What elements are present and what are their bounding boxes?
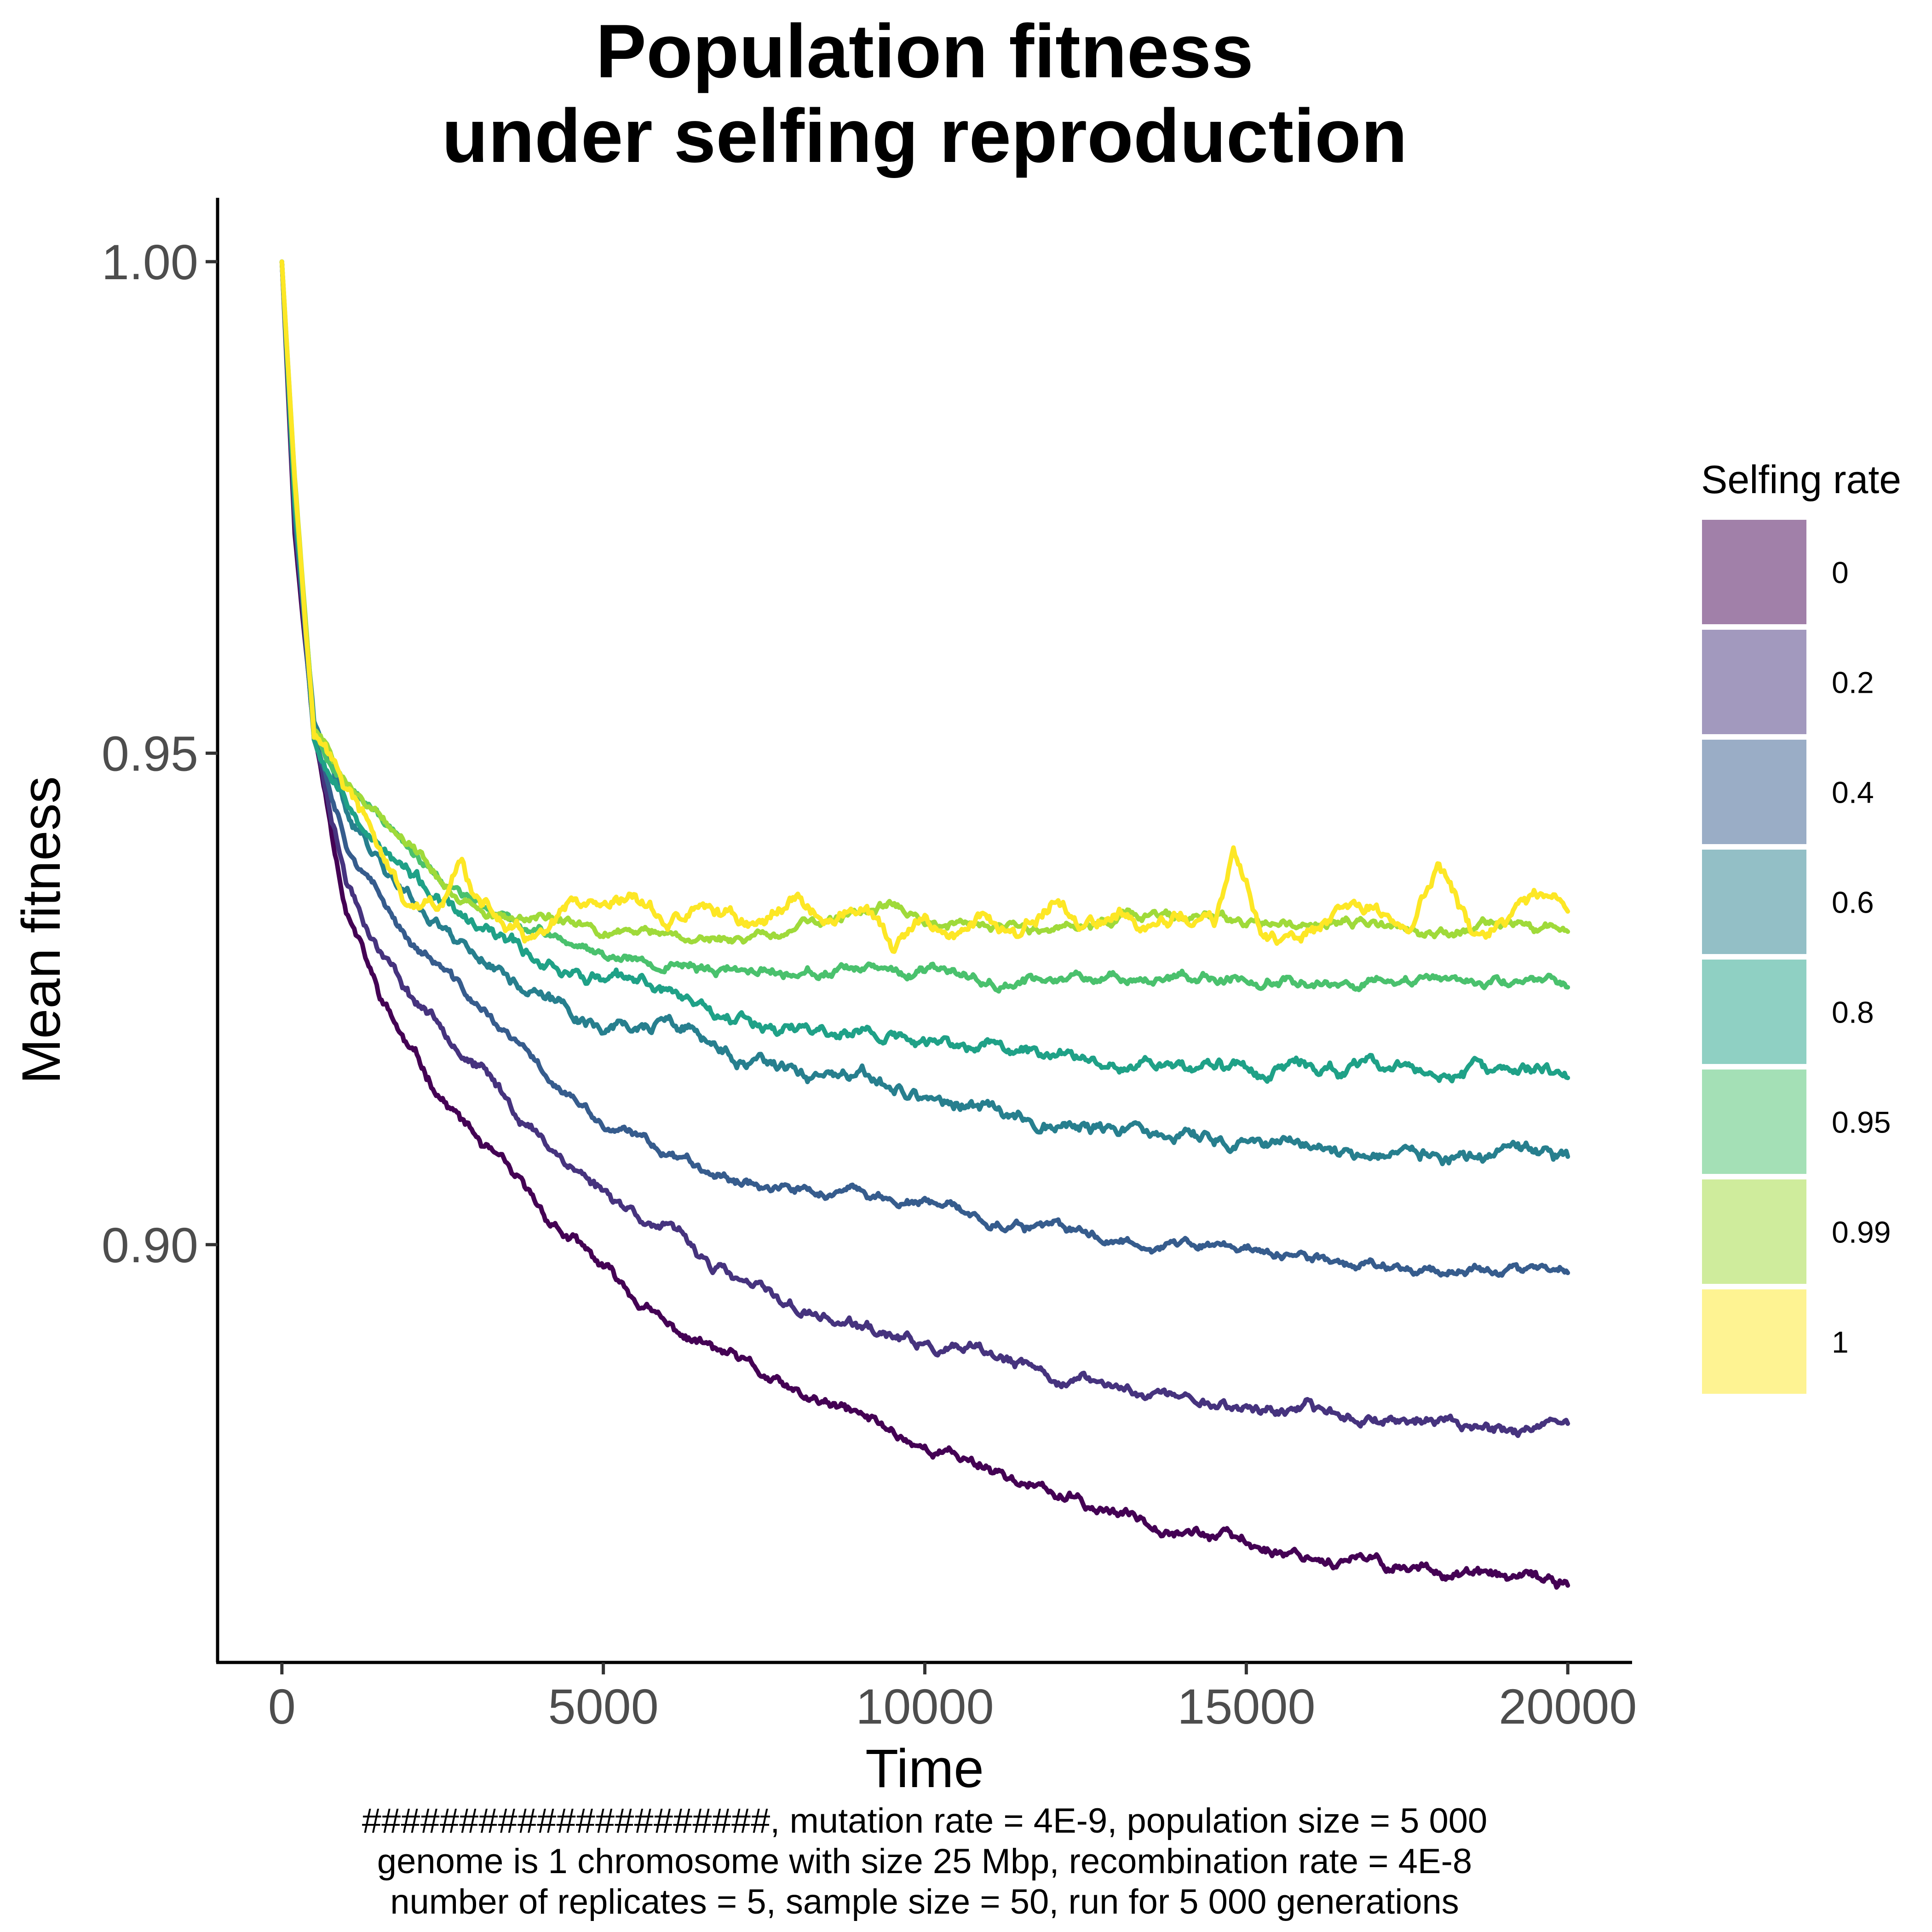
legend-key-label: 0.4: [1832, 776, 1874, 810]
series-line-selfing-0: [279, 259, 1570, 1590]
chart-title-line-1: Population fitness: [596, 9, 1254, 93]
legend-key-label: 0.99: [1832, 1215, 1891, 1249]
series-line-selfing-0-6: [279, 259, 1570, 1167]
y-tick-label: 0.90: [102, 1217, 198, 1273]
caption-line-2: genome is 1 chromosome with size 25 Mbp,…: [377, 1842, 1472, 1881]
y-tick-label: 1.00: [102, 234, 198, 290]
legend-key-label: 1: [1832, 1325, 1849, 1359]
legend-key-swatch: [1702, 1070, 1806, 1174]
legend-key-swatch: [1702, 630, 1806, 734]
caption-line-3: number of replicates = 5, sample size = …: [390, 1882, 1459, 1921]
chart-title-line-2: under selfing reproduction: [442, 93, 1407, 178]
series-line-selfing-0-2: [279, 259, 1570, 1438]
legend-key-swatch: [1702, 1179, 1806, 1284]
legend-key-label: 0.8: [1832, 995, 1874, 1029]
legend-key-label: 0.95: [1832, 1105, 1891, 1139]
caption-line-1: #####################, mutation rate = 4…: [362, 1801, 1488, 1840]
x-axis-ticks: 0 5000 10000 15000 20000: [268, 1662, 1637, 1734]
legend-key-swatch: [1702, 520, 1806, 624]
legend-key-swatch: [1702, 740, 1806, 844]
series-line-selfing-1: [279, 259, 1570, 954]
x-tick-label: 10000: [856, 1679, 994, 1734]
legend-key-swatch: [1702, 1289, 1806, 1394]
x-tick-label: 0: [268, 1679, 296, 1734]
x-tick-label: 5000: [548, 1679, 659, 1734]
series-lines: [279, 259, 1570, 1590]
legend-key-label: 0.6: [1832, 886, 1874, 920]
x-tick-label: 15000: [1177, 1679, 1315, 1734]
legend-key-swatch: [1702, 850, 1806, 954]
series-line-selfing-0-8: [279, 259, 1570, 1084]
legend-title: Selfing rate: [1701, 458, 1901, 502]
legend-key-label: 0.2: [1832, 666, 1874, 700]
legend-entries: 0 0.2 0.4 0.6 0.8 0.95 0.99 1: [1702, 520, 1891, 1394]
x-axis-title: Time: [865, 1738, 984, 1799]
y-axis-ticks: 0.90 0.95 1.00: [102, 234, 218, 1273]
series-line-selfing-0-4: [279, 259, 1570, 1278]
y-tick-label: 0.95: [102, 725, 198, 781]
y-axis-title: Mean fitness: [11, 776, 72, 1084]
legend: Selfing rate 0 0.2 0.4 0.6 0.8 0.95 0.99 1: [1701, 458, 1901, 1394]
legend-key-swatch: [1702, 960, 1806, 1064]
x-tick-label: 20000: [1499, 1679, 1637, 1734]
legend-key-label: 0: [1832, 556, 1849, 590]
